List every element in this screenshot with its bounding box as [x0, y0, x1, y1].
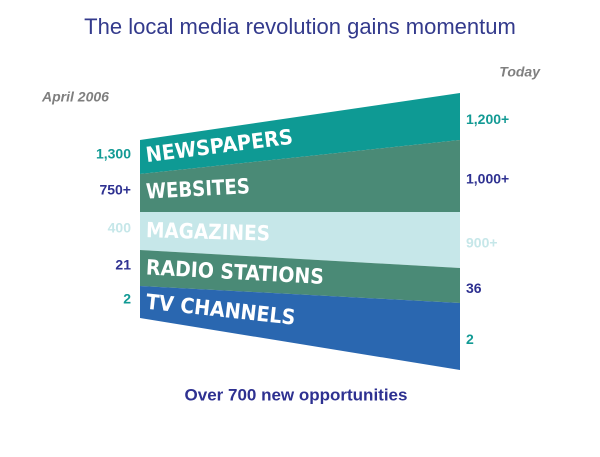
right-heading: Today	[499, 64, 541, 80]
end-value: 1,000+	[466, 171, 509, 187]
band	[140, 250, 460, 303]
start-value: 21	[115, 257, 131, 273]
band	[140, 286, 460, 370]
end-value: 1,200+	[466, 111, 509, 127]
end-value: 36	[466, 280, 482, 296]
start-value: 1,300	[96, 146, 131, 162]
band	[140, 140, 460, 212]
start-value: 750+	[99, 182, 131, 198]
end-value: 900+	[466, 235, 498, 251]
start-value: 2	[123, 291, 131, 307]
band	[140, 93, 460, 174]
band-label: WEBSITES	[145, 174, 250, 203]
title: The local media revolution gains momentu…	[84, 14, 516, 39]
band-label: MAGAZINES	[146, 218, 271, 245]
left-heading: April 2006	[41, 89, 109, 105]
start-value: 400	[108, 220, 132, 236]
footer: Over 700 new opportunities	[185, 385, 408, 404]
end-value: 2	[466, 331, 474, 347]
band	[140, 212, 460, 268]
